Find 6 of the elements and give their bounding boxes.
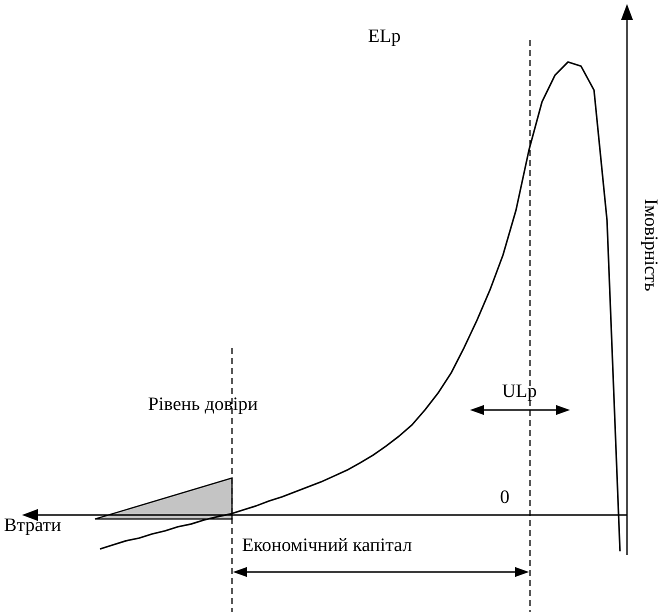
annotation: 0: [500, 487, 510, 508]
text: Втрати: [4, 515, 62, 536]
y-axis-title: Імовірність: [640, 198, 661, 292]
text: ELp: [368, 26, 401, 47]
annotation: Економічний капітал: [242, 535, 412, 556]
annotation: Рівень довіри: [148, 394, 258, 415]
